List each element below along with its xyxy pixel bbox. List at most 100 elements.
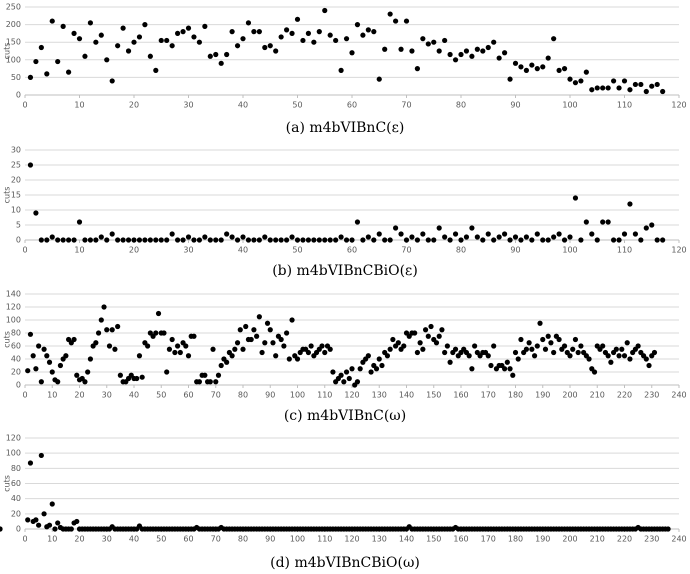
point bbox=[414, 66, 420, 72]
point bbox=[300, 37, 306, 44]
point bbox=[33, 366, 39, 372]
point bbox=[605, 353, 611, 359]
point bbox=[654, 237, 660, 243]
point bbox=[267, 327, 273, 333]
point bbox=[169, 43, 175, 49]
point bbox=[44, 353, 50, 359]
point bbox=[330, 369, 336, 375]
point bbox=[229, 234, 235, 240]
point bbox=[191, 333, 197, 339]
point bbox=[286, 356, 292, 362]
y-tick-label: 25 bbox=[11, 161, 21, 170]
point bbox=[251, 29, 257, 35]
point bbox=[147, 53, 153, 59]
point bbox=[115, 43, 121, 49]
point bbox=[545, 333, 551, 339]
point bbox=[643, 356, 649, 362]
x-tick-label: 10 bbox=[47, 535, 57, 544]
point bbox=[420, 36, 426, 42]
point bbox=[403, 18, 410, 24]
point bbox=[245, 237, 252, 243]
point bbox=[55, 379, 61, 385]
point bbox=[109, 78, 115, 84]
point bbox=[71, 30, 77, 36]
point bbox=[523, 234, 530, 240]
y-tick-label: 0 bbox=[16, 381, 21, 390]
point bbox=[284, 330, 290, 336]
point bbox=[619, 346, 625, 352]
point bbox=[491, 39, 497, 45]
point bbox=[33, 210, 39, 216]
point bbox=[627, 356, 633, 362]
point bbox=[420, 231, 426, 237]
point bbox=[551, 349, 557, 356]
point bbox=[87, 356, 93, 362]
point bbox=[25, 368, 31, 374]
point bbox=[120, 237, 126, 243]
point bbox=[365, 353, 371, 359]
point bbox=[240, 36, 246, 42]
x-tick-label: 30 bbox=[183, 101, 193, 110]
point bbox=[485, 353, 491, 359]
point bbox=[474, 234, 480, 240]
point bbox=[600, 343, 606, 349]
point bbox=[27, 162, 34, 168]
point bbox=[515, 356, 521, 362]
x-tick-label: 140 bbox=[399, 391, 414, 400]
x-tick-label: 80 bbox=[456, 246, 466, 255]
x-tick-label: 110 bbox=[317, 391, 332, 400]
point bbox=[202, 234, 208, 240]
point bbox=[147, 237, 153, 243]
point bbox=[531, 353, 538, 359]
point bbox=[49, 18, 55, 24]
point bbox=[523, 346, 530, 352]
point bbox=[294, 356, 301, 362]
point bbox=[570, 346, 576, 352]
x-tick-label: 100 bbox=[562, 246, 577, 255]
x-tick-label: 200 bbox=[562, 535, 577, 544]
point bbox=[447, 51, 453, 58]
x-tick-label: 0 bbox=[22, 101, 27, 110]
x-tick-label: 90 bbox=[265, 535, 275, 544]
point bbox=[196, 379, 202, 385]
x-tick-label: 30 bbox=[183, 246, 193, 255]
point bbox=[85, 369, 91, 375]
x-tick-label: 230 bbox=[644, 535, 659, 544]
point bbox=[444, 343, 450, 349]
point bbox=[125, 237, 132, 243]
point bbox=[360, 32, 366, 38]
point bbox=[311, 39, 317, 45]
point bbox=[262, 44, 268, 51]
point bbox=[36, 522, 42, 528]
point bbox=[480, 48, 486, 54]
point bbox=[575, 349, 581, 356]
x-tick-label: 180 bbox=[508, 535, 523, 544]
point bbox=[561, 343, 568, 349]
y-tick-label: 30 bbox=[11, 146, 21, 155]
point bbox=[158, 37, 164, 44]
point bbox=[632, 81, 639, 88]
point bbox=[616, 353, 622, 359]
point bbox=[109, 327, 115, 333]
point bbox=[33, 517, 39, 523]
point bbox=[368, 369, 374, 375]
point bbox=[384, 353, 391, 359]
point bbox=[207, 379, 213, 385]
point bbox=[458, 237, 464, 243]
point bbox=[624, 340, 630, 346]
point bbox=[0, 526, 3, 532]
point bbox=[360, 237, 366, 243]
panel: 0 5 10 15 20 25 30 0 10 20 30 40 50 60 70 80 90 100 110 120… bbox=[3, 146, 687, 280]
point bbox=[175, 30, 181, 36]
x-tick-label: 70 bbox=[211, 535, 221, 544]
point bbox=[343, 36, 350, 42]
point bbox=[572, 195, 579, 201]
x-tick-label: 10 bbox=[74, 101, 84, 110]
x-tick-label: 220 bbox=[617, 391, 632, 400]
point bbox=[390, 336, 396, 343]
x-tick-label: 130 bbox=[372, 391, 387, 400]
point bbox=[180, 237, 186, 243]
point bbox=[74, 372, 80, 378]
point bbox=[237, 327, 243, 333]
point bbox=[93, 340, 99, 346]
